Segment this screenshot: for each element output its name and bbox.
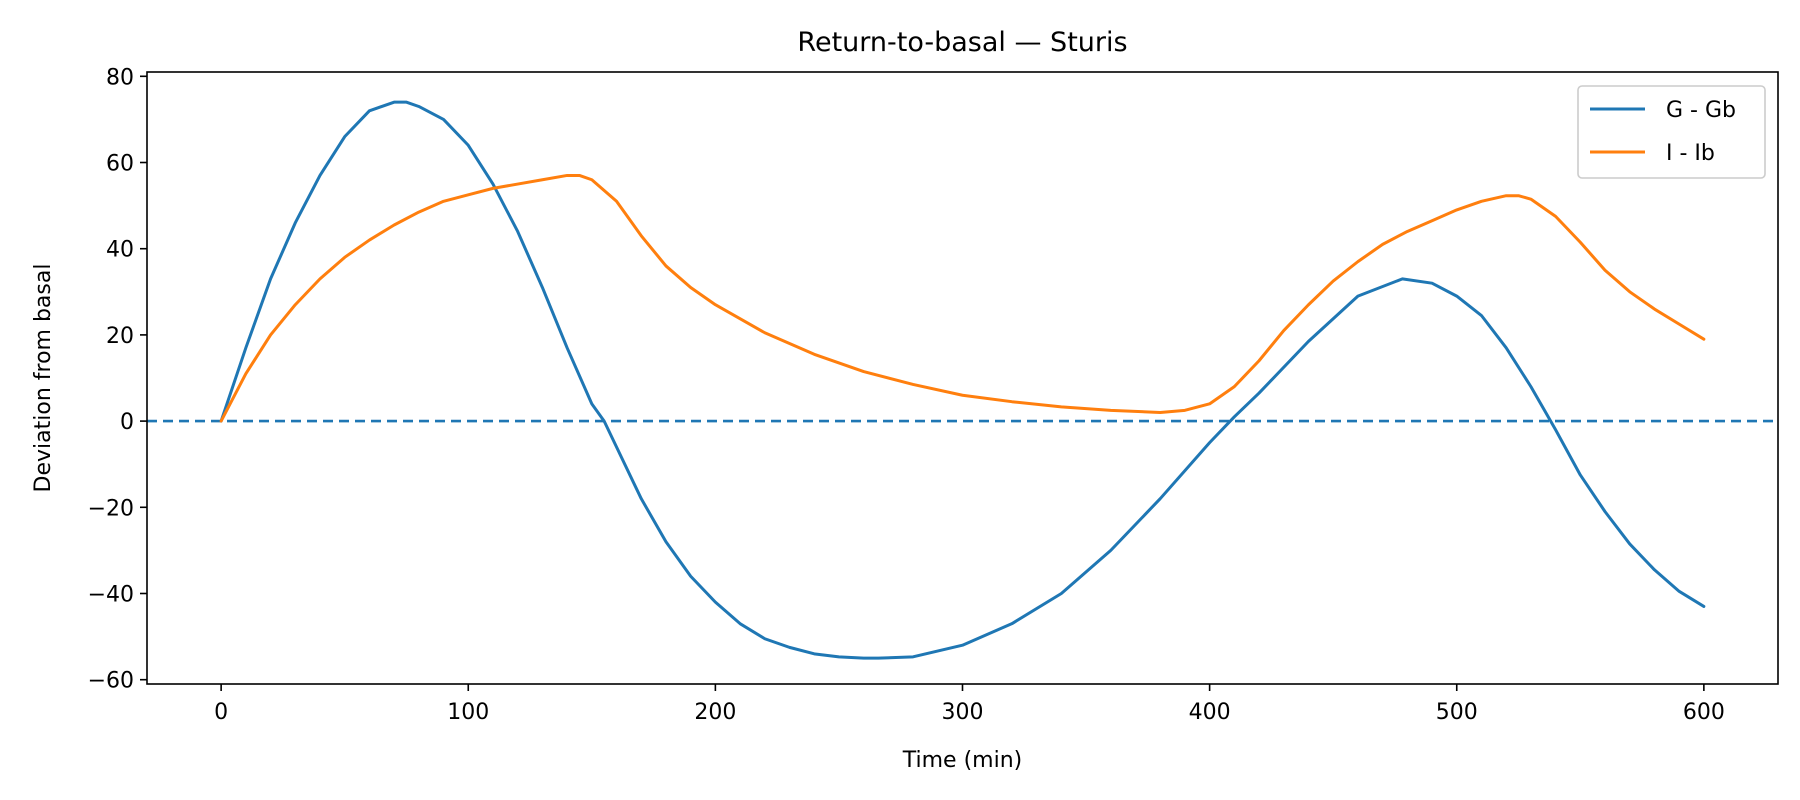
y-tick-label: 20 bbox=[106, 324, 134, 349]
series-group bbox=[219, 100, 1706, 660]
series-line-1 bbox=[219, 100, 1706, 660]
x-tick-label: 400 bbox=[1189, 700, 1231, 725]
x-tick-label: 0 bbox=[214, 700, 228, 725]
y-tick-label: 60 bbox=[106, 152, 134, 177]
x-tick-label: 100 bbox=[447, 700, 489, 725]
y-tick-label: −40 bbox=[88, 582, 134, 607]
x-tick-label: 500 bbox=[1436, 700, 1478, 725]
x-axis: 0 100 200 300 400 500 600 bbox=[214, 684, 1725, 725]
x-tick-label: 600 bbox=[1683, 700, 1725, 725]
x-tick-label: 200 bbox=[694, 700, 736, 725]
legend-label: G - Gb bbox=[1666, 98, 1736, 123]
y-tick-label: −20 bbox=[88, 496, 134, 521]
y-tick-label: 0 bbox=[120, 410, 134, 435]
series-line-2 bbox=[219, 173, 1706, 423]
chart-title: Return-to-basal — Sturis bbox=[797, 27, 1127, 58]
legend-label: I - Ib bbox=[1666, 141, 1715, 166]
x-axis-label: Time (min) bbox=[902, 748, 1023, 773]
y-axis-label: Deviation from basal bbox=[31, 264, 56, 493]
y-tick-label: 40 bbox=[106, 238, 134, 263]
y-axis: −60 −40 −20 0 20 40 60 80 bbox=[88, 65, 147, 694]
legend: G - Gb I - Ib bbox=[1577, 85, 1766, 179]
y-tick-label: 80 bbox=[106, 65, 134, 90]
y-tick-label: −60 bbox=[88, 669, 134, 694]
x-tick-label: 300 bbox=[942, 700, 984, 725]
